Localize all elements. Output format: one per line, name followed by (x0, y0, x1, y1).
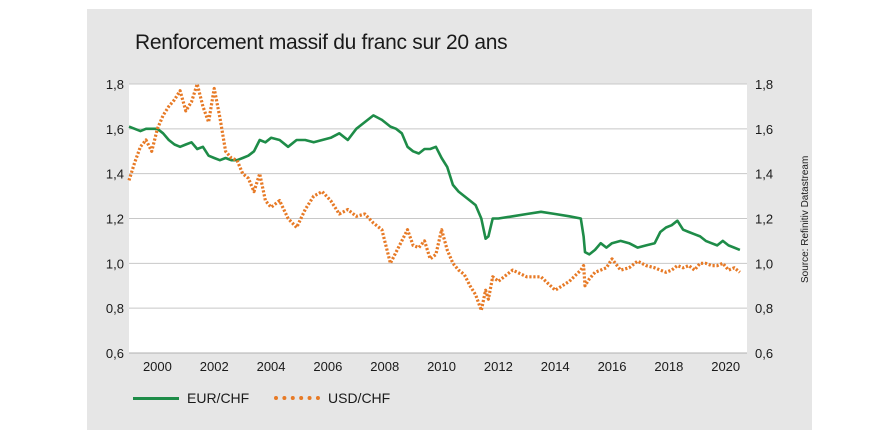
y-tick-label-left: 0,6 (106, 346, 124, 361)
y-tick-label-right: 1,8 (755, 77, 773, 92)
legend-swatch-eur-chf (133, 396, 179, 400)
legend-item-usd-chf: USD/CHF (274, 390, 390, 406)
y-tick-label-right: 0,6 (755, 346, 773, 361)
y-tick-label-left: 1,6 (106, 122, 124, 137)
x-tick-label: 2008 (370, 359, 399, 374)
x-tick-label: 2004 (257, 359, 286, 374)
x-tick-label: 2014 (541, 359, 570, 374)
y-tick-label-left: 1,2 (106, 212, 124, 227)
x-tick-label: 2000 (143, 359, 172, 374)
x-tick-label: 2012 (484, 359, 513, 374)
x-tick-label: 2020 (711, 359, 740, 374)
y-axis-right: 0,6 0,8 1,0 1,2 1,4 1,6 1,8 (755, 77, 773, 361)
x-tick-label: 2002 (200, 359, 229, 374)
x-tick-label: 2018 (654, 359, 683, 374)
y-tick-label-left: 1,8 (106, 77, 124, 92)
y-axis-left: 0,6 0,8 1,0 1,2 1,4 1,6 1,8 (106, 77, 124, 361)
series-lines (127, 82, 741, 312)
x-tick-label: 2006 (313, 359, 342, 374)
source-label: Source: Refinitiv Datastream (800, 156, 811, 283)
y-tick-label-right: 1,2 (755, 212, 773, 227)
legend-label-usd-chf: USD/CHF (328, 390, 391, 406)
y-tick-label-left: 1,0 (106, 256, 124, 271)
chart-title: Renforcement massif du franc sur 20 ans (135, 31, 508, 54)
legend-item-eur-chf: EUR/CHF (133, 390, 249, 406)
y-tick-label-right: 1,6 (755, 122, 773, 137)
legend-label-eur-chf: EUR/CHF (187, 390, 250, 406)
y-tick-label-right: 1,4 (755, 167, 773, 182)
x-axis: 2000 2002 2004 2006 2008 2010 2012 2014 2016 2018… (143, 359, 740, 374)
x-tick-label: 2016 (598, 359, 627, 374)
y-tick-label-left: 0,8 (106, 301, 124, 316)
y-tick-label-right: 1,0 (755, 256, 773, 271)
series-line-eur-chf (128, 114, 741, 256)
legend-swatch-usd-chf (274, 396, 320, 400)
gridlines (129, 83, 747, 354)
x-tick-label: 2010 (427, 359, 456, 374)
y-tick-label-left: 1,4 (106, 167, 124, 182)
y-tick-label-right: 0,8 (755, 301, 773, 316)
